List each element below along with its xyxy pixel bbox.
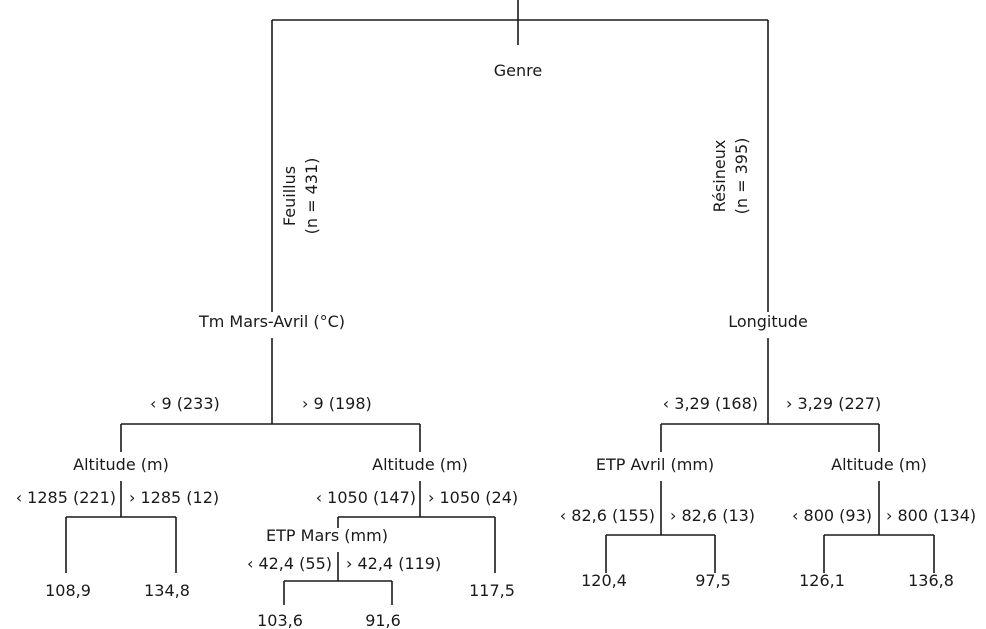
node-etp-mars-label: ETP Mars (mm) bbox=[266, 526, 388, 545]
node-tm-mars-avril-right: › 9 (198) bbox=[302, 394, 372, 413]
resineux-branch-count: (n = 395) bbox=[732, 138, 751, 215]
node-tm-mars-avril-left: ‹ 9 (233) bbox=[150, 394, 220, 413]
node-longitude-label: Longitude bbox=[728, 312, 808, 331]
node-altitude-a-right: › 1285 (12) bbox=[129, 488, 219, 507]
leaf-value: 91,6 bbox=[365, 611, 401, 629]
feuillus-branch-label: Feuillus bbox=[280, 166, 299, 226]
leaf-value: 103,6 bbox=[257, 611, 303, 629]
node-etp-avril-right: › 82,6 (13) bbox=[670, 506, 755, 525]
feuillus-branch-count: (n = 431) bbox=[302, 158, 321, 235]
node-tm-mars-avril-label: Tm Mars-Avril (°C) bbox=[198, 312, 345, 331]
leaf-value: 136,8 bbox=[908, 571, 954, 590]
node-longitude-left: ‹ 3,29 (168) bbox=[663, 394, 758, 413]
node-etp-mars-left: ‹ 42,4 (55) bbox=[247, 554, 332, 573]
node-altitude-a-left: ‹ 1285 (221) bbox=[16, 488, 116, 507]
node-altitude-c-label: Altitude (m) bbox=[831, 455, 927, 474]
node-etp-mars-right: › 42,4 (119) bbox=[346, 554, 441, 573]
leaf-value: 134,8 bbox=[144, 581, 190, 600]
leaf-value: 97,5 bbox=[695, 571, 731, 590]
node-altitude-a-label: Altitude (m) bbox=[73, 455, 169, 474]
node-altitude-b-right: › 1050 (24) bbox=[428, 488, 518, 507]
node-longitude-right: › 3,29 (227) bbox=[786, 394, 881, 413]
node-altitude-c-left: ‹ 800 (93) bbox=[792, 506, 872, 525]
root-label: Genre bbox=[494, 61, 542, 80]
node-etp-avril-left: ‹ 82,6 (155) bbox=[560, 506, 655, 525]
node-etp-avril-label: ETP Avril (mm) bbox=[596, 455, 714, 474]
node-altitude-b-left: ‹ 1050 (147) bbox=[316, 488, 416, 507]
node-altitude-b-label: Altitude (m) bbox=[372, 455, 468, 474]
leaf-value: 117,5 bbox=[469, 581, 515, 600]
leaf-value: 126,1 bbox=[799, 571, 845, 590]
leaf-value: 108,9 bbox=[45, 581, 91, 600]
leaf-value: 120,4 bbox=[581, 571, 627, 590]
node-altitude-c-right: › 800 (134) bbox=[886, 506, 976, 525]
resineux-branch-label: Résineux bbox=[710, 140, 729, 213]
